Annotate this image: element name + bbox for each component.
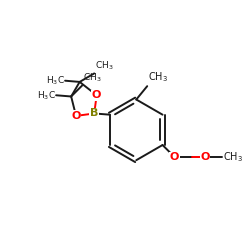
Text: CH$_3$: CH$_3$ <box>148 70 169 84</box>
Text: B: B <box>90 108 98 118</box>
Text: H$_3$C: H$_3$C <box>37 89 56 102</box>
Text: CH$_3$: CH$_3$ <box>82 71 101 84</box>
Text: CH$_3$: CH$_3$ <box>223 150 243 164</box>
Text: O: O <box>170 152 179 162</box>
Text: H$_3$C: H$_3$C <box>46 74 64 87</box>
Text: O: O <box>71 111 81 121</box>
Text: CH$_3$: CH$_3$ <box>95 59 113 72</box>
Text: O: O <box>92 90 101 100</box>
Text: O: O <box>200 152 210 162</box>
